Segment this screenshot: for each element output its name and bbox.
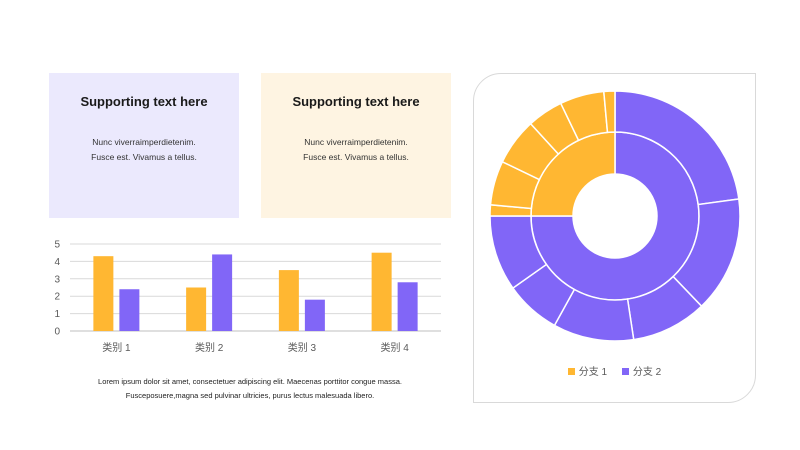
card-body: Nunc viverraimperdietenim. Fusce est. Vi… [49, 135, 239, 165]
footnote-line: Lorem ipsum dolor sit amet, consectetuer… [98, 377, 402, 386]
x-tick-label: 类别 3 [288, 341, 317, 354]
y-tick-label: 4 [54, 257, 60, 268]
bar [93, 256, 114, 331]
bar [119, 289, 140, 331]
bar [397, 282, 418, 331]
bar [371, 252, 392, 331]
sunburst-donut-chart [489, 90, 741, 342]
bar [278, 270, 299, 331]
y-tick-label: 3 [54, 274, 60, 285]
footnote-line: Fusceposuere,magna sed pulvinar ultricie… [125, 391, 375, 400]
legend-label: 分支 1 [578, 367, 608, 378]
bar [212, 254, 233, 331]
legend-swatch [621, 368, 629, 375]
card-body-line: Nunc viverraimperdietenim. [92, 137, 196, 147]
bar [186, 287, 207, 331]
card-body: Nunc viverraimperdietenim. Fusce est. Vi… [261, 135, 451, 165]
card-title: Supporting text here [80, 94, 208, 109]
x-tick-label: 类别 2 [195, 341, 224, 354]
x-tick-label: 类别 1 [102, 341, 131, 354]
legend-item-branch-1: 分支 1 [567, 363, 608, 378]
card-title: Supporting text here [292, 94, 420, 109]
y-tick-label: 5 [54, 240, 60, 251]
card-body-line: Fusce est. Vivamus a tellus. [303, 152, 409, 162]
y-tick-label: 0 [54, 327, 60, 338]
bar-chart: 0 1 2 3 4 5 类别 1 类别 2 类别 3 类别 4 [54, 240, 441, 354]
chart-legend: 分支 1 分支 2 [474, 363, 755, 378]
y-tick-label: 1 [54, 309, 60, 320]
donut-panel: 分支 1 分支 2 [473, 73, 756, 403]
card-body-line: Nunc viverraimperdietenim. [304, 137, 408, 147]
y-tick-label: 2 [54, 292, 60, 303]
supporting-card-right: Supporting text here Nunc viverraimperdi… [261, 73, 451, 218]
card-body-line: Fusce est. Vivamus a tellus. [91, 152, 197, 162]
legend-swatch [567, 368, 575, 375]
bar [304, 299, 325, 331]
donut-outer-segment [602, 90, 616, 134]
footnote-text: Lorem ipsum dolor sit amet, consectetuer… [60, 375, 440, 403]
x-tick-label: 类别 4 [380, 341, 409, 354]
supporting-card-left: Supporting text here Nunc viverraimperdi… [49, 73, 239, 218]
legend-item-branch-2: 分支 2 [621, 363, 662, 378]
legend-label: 分支 2 [632, 367, 662, 378]
